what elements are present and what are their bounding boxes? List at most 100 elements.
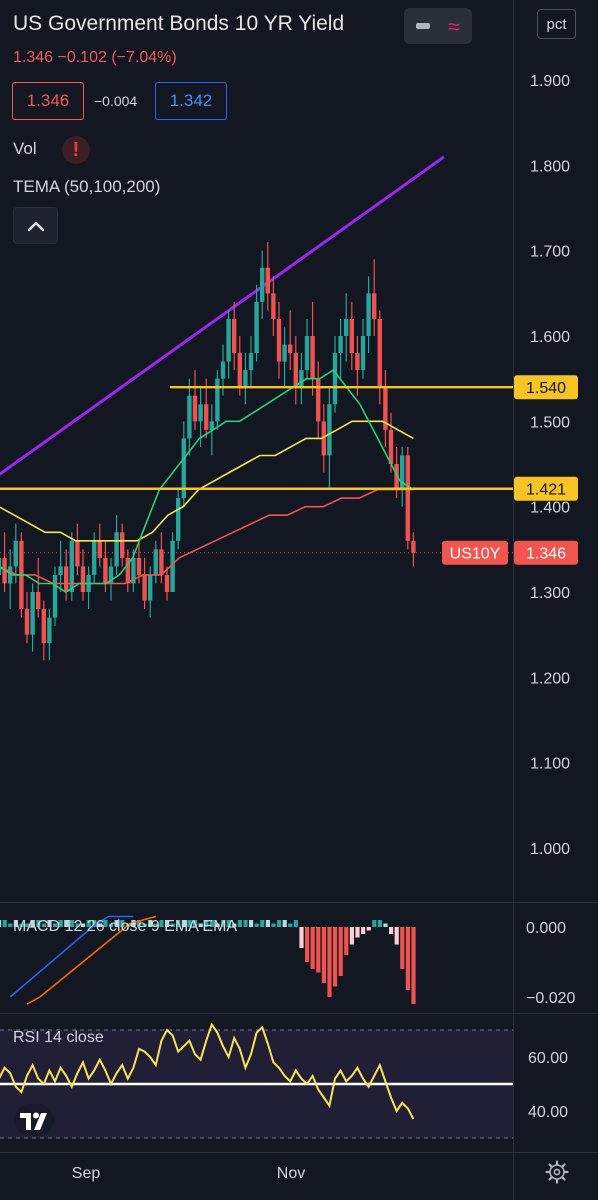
last-price-label: 1.346 [526,546,566,563]
candle-body [209,421,214,430]
macd-tick-label: 0.000 [526,920,566,937]
candle-body [13,540,18,567]
spread-value: −0.004 [94,93,138,109]
macd-histogram-bar [282,920,287,927]
candle-body [75,540,80,567]
price-tick-label: 1.700 [530,244,570,261]
tema-mid-line [0,420,414,542]
settings-gear-icon[interactable] [545,1160,569,1184]
macd-histogram-bar [137,920,142,927]
candle-body [304,336,310,371]
warning-icon[interactable]: ! [62,136,90,164]
candle [360,318,366,379]
tema-lines [0,369,414,593]
candle-body [215,378,220,422]
candle-body [260,267,265,302]
header-toggle[interactable]: ≈ [404,8,472,44]
candle [321,404,326,473]
macd-histogram-bar [405,927,410,990]
candle-body [164,574,170,592]
candle [2,532,7,592]
macd-label[interactable]: MACD 12 26 close 9 EMA EMA [13,918,238,935]
candle [176,489,181,550]
macd-histogram-bar [131,920,136,927]
quote-change: 1.346 −0.102 (−7.04%) [13,49,177,66]
macd-histogram-bar [19,923,24,927]
candle [276,301,282,379]
candle [181,421,186,507]
candle-body [142,574,147,601]
macd-histogram-bar [277,920,282,927]
macd-histogram-bar [377,920,382,927]
candle [355,336,360,396]
macd-histogram-bar [120,920,125,927]
macd-histogram-bar [47,920,52,927]
candle-body [226,318,231,362]
rsi-line [0,1022,415,1120]
candle [170,532,175,592]
candle [299,353,304,405]
ask-price[interactable]: 1.342 [155,82,227,120]
macd-histogram-bar [81,923,86,927]
tema-label[interactable]: TEMA (50,100,200) [13,177,161,196]
vol-label[interactable]: Vol [13,139,37,158]
candle [92,532,97,584]
candle [405,446,410,550]
macd-histogram-bar [36,920,41,927]
candle [372,259,377,336]
candle-body [400,455,405,490]
candle [159,532,164,584]
macd-histogram-bar [316,927,321,973]
candle-body [148,574,153,601]
candle-body [187,395,192,439]
price-tick-label: 1.000 [530,841,570,858]
pct-button[interactable]: pct [537,9,576,39]
candle [125,549,130,592]
candle-body [97,540,102,558]
trendline [0,155,445,476]
macd-histogram-bar [170,923,175,927]
candle-body [41,609,46,644]
macd-histogram-bar [86,920,91,927]
candle [232,301,237,371]
macd-histogram-bar [327,927,332,997]
candle [69,532,74,601]
macd-histogram-bar [305,927,310,962]
rsi-tick-label: 40.00 [528,1104,568,1121]
bid-price[interactable]: 1.346 [12,82,84,120]
collapse-button[interactable] [13,207,58,244]
candle-body [316,378,321,422]
macd-histogram-bar [30,920,35,927]
price-tick-label: 1.500 [530,414,570,431]
candle-body [383,387,388,430]
macd-histogram-bar [411,927,416,1004]
macd-histogram-bar [361,927,366,934]
macd-histogram-bar [193,920,198,927]
candle [114,515,119,575]
candle [411,532,416,567]
candle-body [69,540,74,592]
macd-histogram-bar [209,920,214,927]
tradingview-logo[interactable] [14,1104,54,1136]
macd-histogram-bar [226,920,231,927]
price-tick-label: 1.900 [530,73,570,90]
candle-body [8,566,13,584]
candle-body [405,455,410,541]
macd-histogram-bar [400,927,405,969]
rsi-label[interactable]: RSI 14 close [13,1029,104,1046]
macd-histogram-bar [114,920,119,927]
candlestick-series [0,242,416,661]
macd-histogram-bar [8,923,13,927]
support-level-label: 1.540 [526,380,566,397]
candle [366,276,371,354]
macd-histogram-bar [249,920,254,927]
candle-body [388,429,394,464]
macd-histogram-bar [148,920,153,927]
macd-histogram-bar [394,927,399,945]
candle [0,557,2,575]
support-levels: 1.540 1.421 US10Y 1.346 [0,375,578,565]
candle [103,540,108,592]
macd-histogram-bar [383,923,388,927]
candle-body [254,301,259,354]
